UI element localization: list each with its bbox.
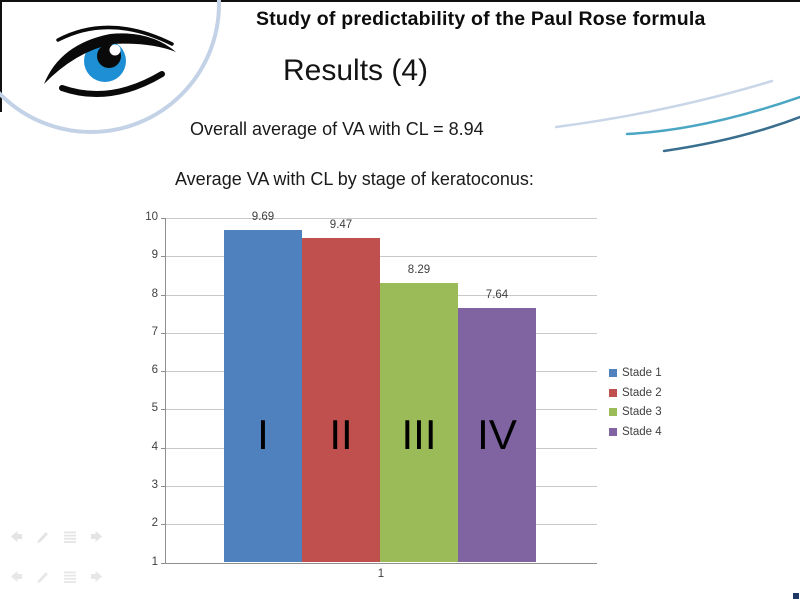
stage-numeral: I <box>257 411 269 458</box>
y-axis-tick <box>161 447 165 449</box>
y-axis-tick <box>161 562 165 564</box>
y-axis-tick <box>161 256 165 258</box>
next-arrow-icon[interactable] <box>89 529 105 544</box>
legend-swatch-icon <box>609 368 617 377</box>
slideshow-nav-row-1 <box>8 529 105 544</box>
bar-value-label: 9.47 <box>329 219 353 232</box>
lower-eyelid-icon <box>59 71 165 98</box>
y-axis-line <box>165 218 166 563</box>
stage-numeral: IV <box>477 411 517 458</box>
pen-icon[interactable] <box>35 569 51 584</box>
legend-label: Stade 2 <box>622 386 662 399</box>
stage-numeral: II <box>329 411 353 458</box>
legend-swatch-icon <box>609 408 617 417</box>
y-axis-label: 7 <box>151 325 158 338</box>
menu-icon[interactable] <box>62 529 78 544</box>
pupil-highlight <box>109 44 121 56</box>
left-border <box>0 0 2 112</box>
y-axis-label: 6 <box>151 364 158 377</box>
bar-stade-3 <box>380 283 458 563</box>
y-axis-label: 9 <box>151 249 158 262</box>
legend-item: Stade 2 <box>609 383 662 403</box>
bar-stade-4 <box>458 308 536 563</box>
chart-caption-text: Average VA with CL by stage of keratocon… <box>175 169 534 189</box>
legend-item: Stade 1 <box>609 363 662 383</box>
gridline <box>165 218 597 219</box>
gridline <box>165 562 597 564</box>
brow-arc-icon <box>56 25 174 46</box>
y-axis-tick <box>161 218 165 219</box>
upper-eyelid-icon <box>44 33 176 84</box>
gridline <box>165 256 597 258</box>
y-axis-label: 2 <box>151 517 158 530</box>
swoosh-light-line <box>555 79 774 129</box>
stage-numeral: III <box>401 411 437 458</box>
y-axis-label: 3 <box>151 478 158 491</box>
slideshow-nav-row-2 <box>8 569 105 584</box>
y-axis-tick <box>161 524 165 526</box>
y-axis-tick <box>161 485 165 487</box>
prev-arrow-icon[interactable] <box>8 569 24 584</box>
y-axis-label: 8 <box>151 287 158 300</box>
pen-icon[interactable] <box>35 529 51 544</box>
legend-swatch-icon <box>609 427 617 436</box>
bar-stade-1 <box>224 229 302 563</box>
overall-average-text: Overall average of VA with CL = 8.94 <box>190 119 484 139</box>
menu-icon[interactable] <box>62 569 78 584</box>
corner-mark <box>793 593 799 599</box>
y-axis-tick <box>161 371 165 373</box>
bar-value-label: 7.64 <box>485 289 509 302</box>
legend-label: Stade 4 <box>622 425 662 438</box>
y-axis-label: 1 <box>151 555 158 568</box>
y-axis-tick <box>161 294 165 296</box>
results-heading: Results (4) <box>283 54 429 87</box>
legend-label: Stade 3 <box>622 406 662 419</box>
chart-legend: Stade 1 Stade 2 Stade 3 Stade 4 <box>609 363 662 442</box>
legend-item: Stade 3 <box>609 402 662 422</box>
y-axis-label: 5 <box>151 402 158 415</box>
legend-swatch-icon <box>609 388 617 397</box>
swoosh-decoration <box>555 79 800 153</box>
y-axis-label: 4 <box>151 440 158 453</box>
slide-header-title: Study of predictability of the Paul Rose… <box>256 8 706 30</box>
legend-label: Stade 1 <box>622 366 662 379</box>
eye-logo <box>0 0 221 134</box>
x-axis-category-label: 1 <box>377 568 385 580</box>
top-border <box>0 0 800 2</box>
bar-value-label: 9.69 <box>251 210 275 223</box>
next-arrow-icon[interactable] <box>89 569 105 584</box>
swoosh-teal-line <box>625 95 800 136</box>
bar-stade-2 <box>302 238 380 563</box>
logo-circle-arc <box>0 0 221 134</box>
prev-arrow-icon[interactable] <box>8 529 24 544</box>
y-axis-tick <box>161 409 165 411</box>
y-axis-tick <box>161 332 165 334</box>
legend-item: Stade 4 <box>609 422 662 442</box>
swoosh-dark-line <box>662 115 800 153</box>
bar-value-label: 8.29 <box>407 264 431 277</box>
y-axis-label: 10 <box>145 211 158 223</box>
